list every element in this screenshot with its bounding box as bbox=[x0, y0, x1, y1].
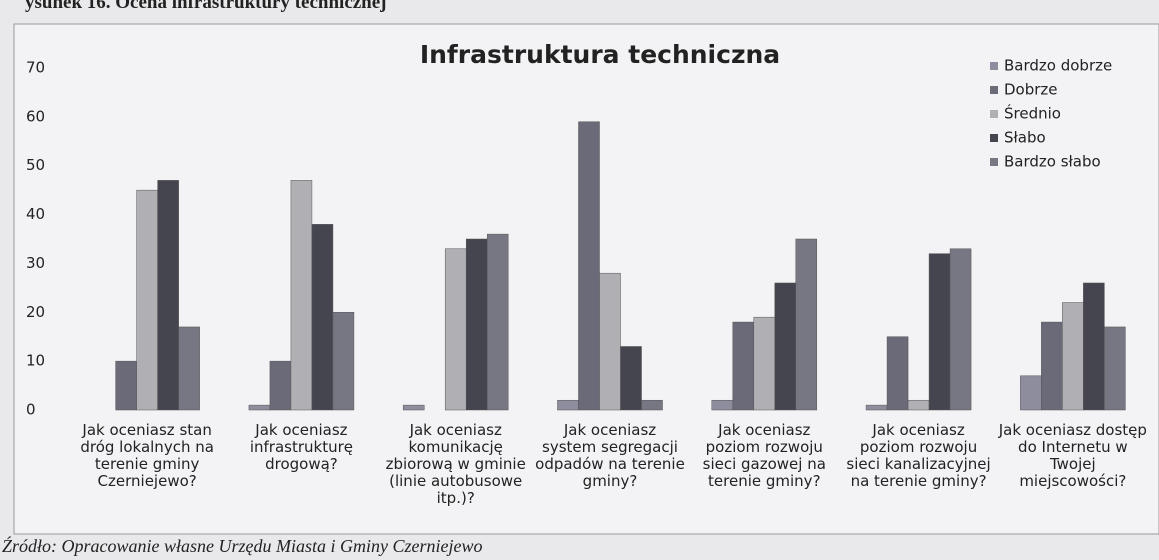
bar bbox=[444, 248, 467, 411]
y-tick-label: 40 bbox=[26, 205, 45, 223]
x-tick-label: Jak oceniasz infrastrukturę drogową? bbox=[249, 421, 353, 473]
bar bbox=[578, 121, 600, 411]
bar bbox=[599, 272, 621, 411]
x-tick-label: Jak oceniasz poziom rozwoju sieci gazowe… bbox=[702, 421, 826, 490]
legend-swatch bbox=[990, 158, 998, 166]
bar bbox=[865, 404, 888, 411]
legend-label: Dobrze bbox=[1004, 81, 1058, 99]
bar bbox=[795, 238, 818, 411]
bar bbox=[136, 189, 158, 411]
legend-label: Słabo bbox=[1004, 129, 1046, 147]
y-tick-label: 60 bbox=[26, 107, 45, 125]
bar bbox=[1041, 321, 1063, 411]
legend-label: Bardzo słabo bbox=[1004, 153, 1101, 171]
bar bbox=[774, 282, 797, 411]
chart-title: Infrastruktura techniczna bbox=[420, 40, 780, 69]
legend-swatch bbox=[990, 110, 998, 118]
bar bbox=[465, 238, 488, 411]
y-tick-label: 10 bbox=[26, 352, 45, 370]
bar bbox=[1020, 375, 1042, 411]
y-tick-label: 30 bbox=[26, 254, 45, 272]
bar bbox=[907, 399, 930, 411]
bar bbox=[641, 399, 663, 411]
bar bbox=[115, 360, 137, 411]
bar bbox=[1083, 282, 1105, 411]
x-tick-label: Jak oceniasz stan dróg lokalnych na tere… bbox=[80, 421, 214, 490]
x-tick-label: Jak oceniasz komunikację zbiorową w gmin… bbox=[385, 421, 526, 507]
bar bbox=[732, 321, 755, 411]
y-tick-label: 0 bbox=[26, 401, 36, 419]
bar bbox=[886, 336, 909, 411]
y-tick-label: 20 bbox=[26, 303, 45, 321]
bar bbox=[949, 248, 972, 411]
caption: ysunek 16. Ocena infrastruktury technicz… bbox=[25, 0, 387, 13]
legend-swatch bbox=[990, 86, 998, 94]
bar bbox=[311, 224, 334, 411]
bar bbox=[332, 312, 355, 411]
bar bbox=[1104, 326, 1126, 411]
source: Źródło: Opracowanie własne Urzędu Miasta… bbox=[2, 536, 483, 556]
bar bbox=[248, 404, 271, 411]
bar bbox=[557, 399, 579, 411]
legend-label: Średnio bbox=[1004, 104, 1061, 123]
y-tick-label: 70 bbox=[26, 59, 45, 77]
bar bbox=[753, 316, 776, 411]
legend-label: Bardzo dobrze bbox=[1004, 57, 1112, 75]
bar bbox=[928, 253, 951, 411]
bar bbox=[402, 404, 425, 411]
bar bbox=[620, 346, 642, 411]
bar bbox=[711, 399, 734, 411]
x-tick-label: Jak oceniasz system segregacji odpadów n… bbox=[535, 421, 685, 490]
bar bbox=[157, 180, 179, 411]
bar bbox=[269, 360, 292, 411]
bar bbox=[290, 180, 313, 411]
bar bbox=[486, 233, 509, 411]
legend-swatch bbox=[990, 134, 998, 142]
x-tick-label: Jak oceniasz poziom rozwoju sieci kanali… bbox=[846, 421, 991, 490]
x-tick-label: Jak oceniasz dostęp do Internetu w Twoje… bbox=[998, 421, 1147, 490]
y-tick-label: 50 bbox=[26, 156, 45, 174]
bar bbox=[1062, 302, 1084, 411]
legend-swatch bbox=[990, 62, 998, 70]
bar bbox=[178, 326, 200, 411]
